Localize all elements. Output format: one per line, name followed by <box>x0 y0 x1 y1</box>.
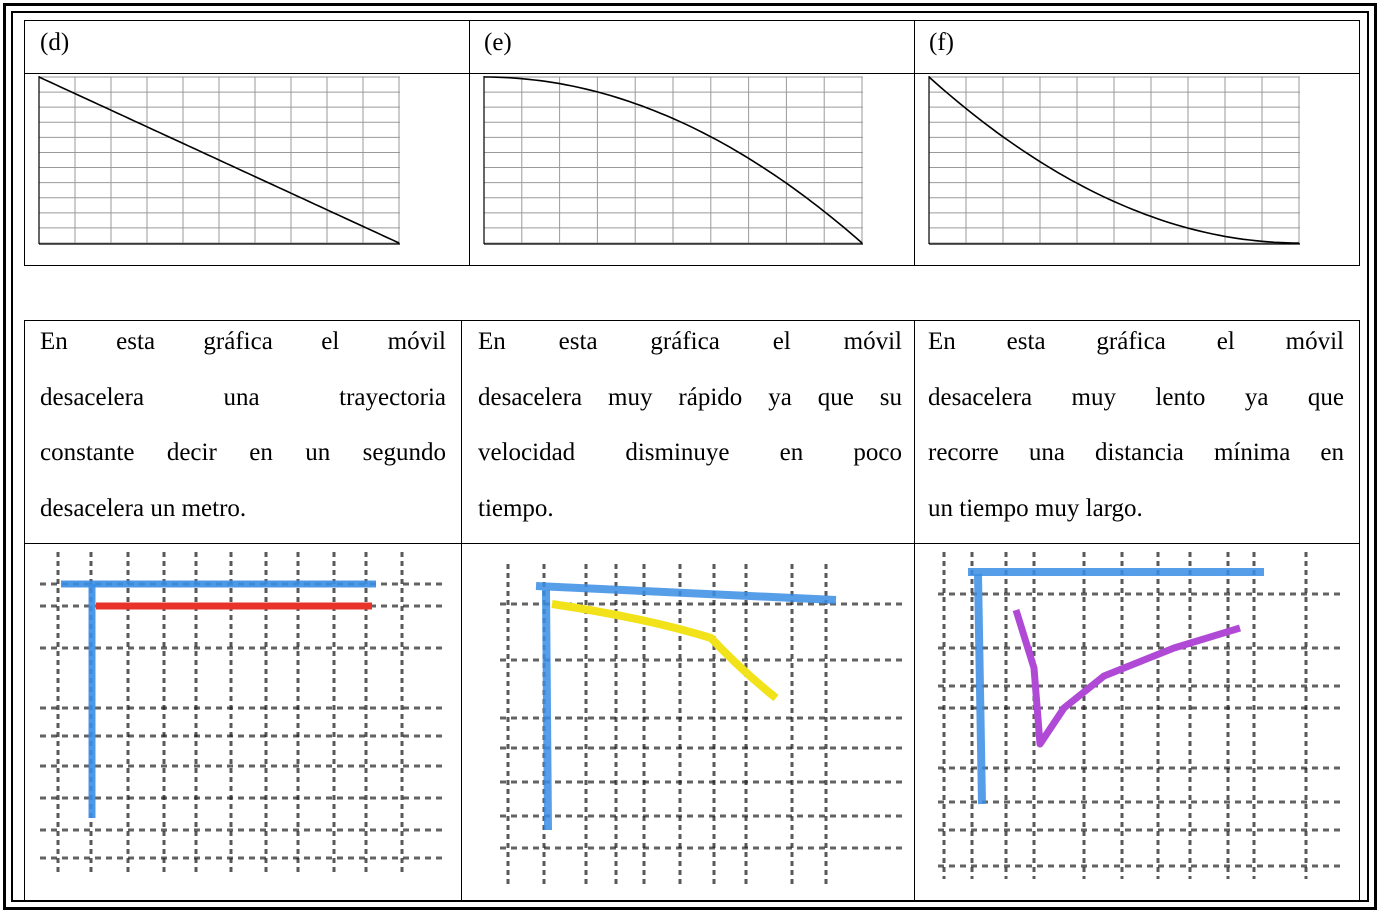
sketch-f-left-axis <box>974 573 986 805</box>
description-d-line-1: En esta gráfica el móvil <box>40 328 446 355</box>
description-f-line-4: un tiempo muy largo. <box>928 494 1143 522</box>
top-table-header-line <box>24 73 1360 74</box>
top-table-right-line <box>1359 20 1360 266</box>
hand-sketch-f <box>938 552 1342 879</box>
graph-label-e: (e) <box>484 29 512 56</box>
description-e-line-4: tiempo. <box>478 494 554 522</box>
sketch-f-curve <box>1012 608 1242 748</box>
description-d: En esta gráfica el móvil desacelera una … <box>40 314 446 536</box>
bottom-table-bottom-line <box>24 901 1360 902</box>
bottom-table-top-line <box>24 320 1360 321</box>
description-e-line-3: velocidad disminuye en poco <box>478 439 902 466</box>
hand-sketch-d <box>40 552 442 874</box>
description-f-line-3: recorre una distancia mínima en <box>928 439 1344 466</box>
description-e-line-2: desacelera muy rápido ya que su <box>478 383 902 411</box>
top-table-bottom-line <box>24 265 1360 266</box>
description-d-line-3: constante decir en un segundo <box>40 439 446 466</box>
description-f-line-1: En esta gráfica el móvil <box>928 328 1344 355</box>
hand-sketch-e <box>500 564 904 886</box>
graph-f <box>928 76 1300 245</box>
graph-label-d: (d) <box>40 29 70 56</box>
bottom-table-divider-1b <box>461 543 462 902</box>
bottom-table-middle-line <box>24 543 1360 544</box>
bottom-table-left-line <box>24 320 25 902</box>
top-table-divider-2 <box>914 20 915 266</box>
description-e-line-1: En esta gráfica el móvil <box>478 328 902 355</box>
description-e: En esta gráfica el móvil desacelera muy … <box>478 314 902 536</box>
graph-e <box>483 76 863 245</box>
bottom-table-divider-2 <box>914 320 915 902</box>
sketch-e-left-axis <box>542 589 552 831</box>
top-table-top-line <box>24 20 1360 21</box>
top-table-divider-1 <box>469 20 470 266</box>
curve-line <box>38 76 400 244</box>
curve-line <box>928 76 1299 244</box>
sketch-e-curve <box>551 600 779 702</box>
curve-line <box>484 76 863 244</box>
top-table-left-line <box>24 20 25 266</box>
description-d-line-4: desacelera un metro. <box>40 494 247 522</box>
outer-border <box>3 3 1377 910</box>
bottom-table-right-line <box>1359 320 1360 902</box>
description-f-line-2: desacelera muy lento ya que <box>928 383 1344 411</box>
description-f: En esta gráfica el móvil desacelera muy … <box>928 314 1344 536</box>
graph-label-f: (f) <box>929 29 954 56</box>
graph-d <box>38 76 400 245</box>
bottom-table-divider-1a <box>461 320 462 544</box>
description-d-line-2: desacelera una trayectoria <box>40 383 446 411</box>
sketch-e-top-axis <box>535 582 837 604</box>
